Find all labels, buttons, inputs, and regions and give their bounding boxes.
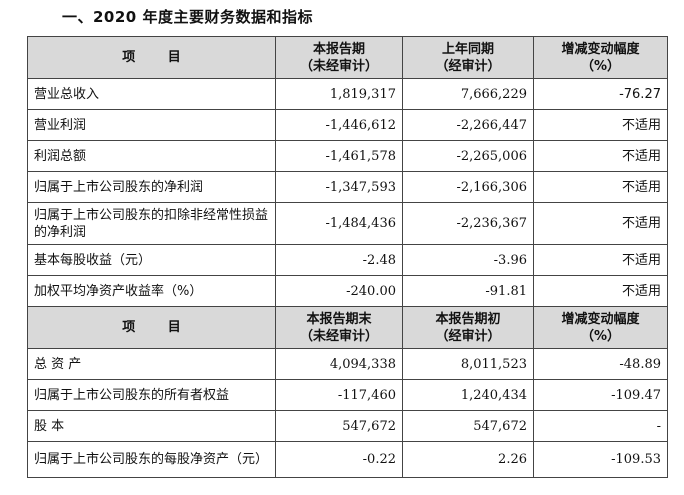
row-current: -0.22 [275, 441, 403, 478]
row-prior: -3.96 [402, 244, 534, 276]
row-prior: -2,236,367 [402, 202, 534, 245]
row-change: 不适用 [533, 275, 668, 307]
header-period-end-line1: 本报告期末 [306, 311, 372, 327]
row-prior: -2,266,447 [402, 109, 534, 141]
row-prior: -2,265,006 [402, 140, 534, 172]
row-label: 归属于上市公司股东的扣除非经常性损益的净利润 [27, 202, 276, 245]
row-change: 不适用 [533, 171, 668, 203]
row-current: 4,094,338 [275, 348, 403, 380]
row-label: 利润总额 [27, 140, 276, 172]
row-label: 股 本 [27, 410, 276, 442]
row-label: 营业总收入 [27, 78, 276, 110]
header-period-start-line2: （经审计） [435, 328, 501, 344]
row-prior: 2.26 [402, 441, 534, 478]
row-current: -117,460 [275, 379, 403, 411]
row-change: -109.47 [533, 379, 668, 411]
row-label: 归属于上市公司股东的每股净资产（元） [27, 441, 276, 478]
row-current: -2.48 [275, 244, 403, 276]
row-current: -1,484,436 [275, 202, 403, 245]
row-prior: 8,011,523 [402, 348, 534, 380]
row-change: -76.27 [533, 78, 668, 110]
header-change-line1: 增减变动幅度 [561, 41, 640, 57]
row-prior: 7,666,229 [402, 78, 534, 110]
header-item: 项 目 [27, 36, 276, 79]
row-label: 基本每股收益（元） [27, 244, 276, 276]
header-change-line2: （%） [580, 328, 621, 344]
row-label: 归属于上市公司股东的所有者权益 [27, 379, 276, 411]
row-change: -109.53 [533, 441, 668, 478]
header-period-start: 本报告期初 （经审计） [402, 306, 534, 349]
row-current: -240.00 [275, 275, 403, 307]
row-change: 不适用 [533, 140, 668, 172]
table-row: 股 本 547,672 547,672 - [27, 410, 668, 442]
table-row: 归属于上市公司股东的所有者权益 -117,460 1,240,434 -109.… [27, 379, 668, 411]
row-change: 不适用 [533, 109, 668, 141]
row-current: -1,446,612 [275, 109, 403, 141]
header-current-period-line1: 本报告期 [312, 41, 365, 57]
row-change: - [533, 410, 668, 442]
header-item: 项 目 [27, 306, 276, 349]
row-label: 总 资 产 [27, 348, 276, 380]
table-row: 归属于上市公司股东的每股净资产（元） -0.22 2.26 -109.53 [27, 441, 668, 478]
table-row: 加权平均净资产收益率（%） -240.00 -91.81 不适用 [27, 275, 668, 307]
table-header-row: 项 目 本报告期 （未经审计） 上年同期 （经审计） 增减变动幅度 （%） [27, 36, 668, 79]
table-row: 营业总收入 1,819,317 7,666,229 -76.27 [27, 78, 668, 110]
header-prior-period-line1: 上年同期 [441, 41, 494, 57]
row-current: 1,819,317 [275, 78, 403, 110]
header-change: 增减变动幅度 （%） [533, 306, 668, 349]
row-prior: 1,240,434 [402, 379, 534, 411]
row-change: 不适用 [533, 202, 668, 245]
header-prior-period: 上年同期 （经审计） [402, 36, 534, 79]
row-prior: -91.81 [402, 275, 534, 307]
row-current: 547,672 [275, 410, 403, 442]
section-title: 一、2020 年度主要财务数据和指标 [62, 8, 313, 26]
row-change: -48.89 [533, 348, 668, 380]
header-period-end-line2: （未经审计） [299, 328, 378, 344]
header-current-period-line2: （未经审计） [299, 58, 378, 74]
row-current: -1,461,578 [275, 140, 403, 172]
table-row: 归属于上市公司股东的净利润 -1,347,593 -2,166,306 不适用 [27, 171, 668, 203]
table-row: 总 资 产 4,094,338 8,011,523 -48.89 [27, 348, 668, 380]
header-change-line2: （%） [580, 58, 621, 74]
table-row: 基本每股收益（元） -2.48 -3.96 不适用 [27, 244, 668, 276]
header-change: 增减变动幅度 （%） [533, 36, 668, 79]
row-change: 不适用 [533, 244, 668, 276]
table-header-row-2: 项 目 本报告期末 （未经审计） 本报告期初 （经审计） 增减变动幅度 （%） [27, 306, 668, 349]
table-row: 营业利润 -1,446,612 -2,266,447 不适用 [27, 109, 668, 141]
table-row: 归属于上市公司股东的扣除非经常性损益的净利润 -1,484,436 -2,236… [27, 202, 668, 245]
header-current-period: 本报告期 （未经审计） [275, 36, 403, 79]
row-prior: 547,672 [402, 410, 534, 442]
header-period-end: 本报告期末 （未经审计） [275, 306, 403, 349]
row-current: -1,347,593 [275, 171, 403, 203]
row-label: 加权平均净资产收益率（%） [27, 275, 276, 307]
header-change-line1: 增减变动幅度 [561, 311, 640, 327]
row-label: 营业利润 [27, 109, 276, 141]
financial-data-table: 项 目 本报告期 （未经审计） 上年同期 （经审计） 增减变动幅度 （%） 营业… [27, 36, 668, 478]
header-prior-period-line2: （经审计） [435, 58, 501, 74]
row-label: 归属于上市公司股东的净利润 [27, 171, 276, 203]
header-period-start-line1: 本报告期初 [435, 311, 501, 327]
table-row: 利润总额 -1,461,578 -2,265,006 不适用 [27, 140, 668, 172]
row-prior: -2,166,306 [402, 171, 534, 203]
